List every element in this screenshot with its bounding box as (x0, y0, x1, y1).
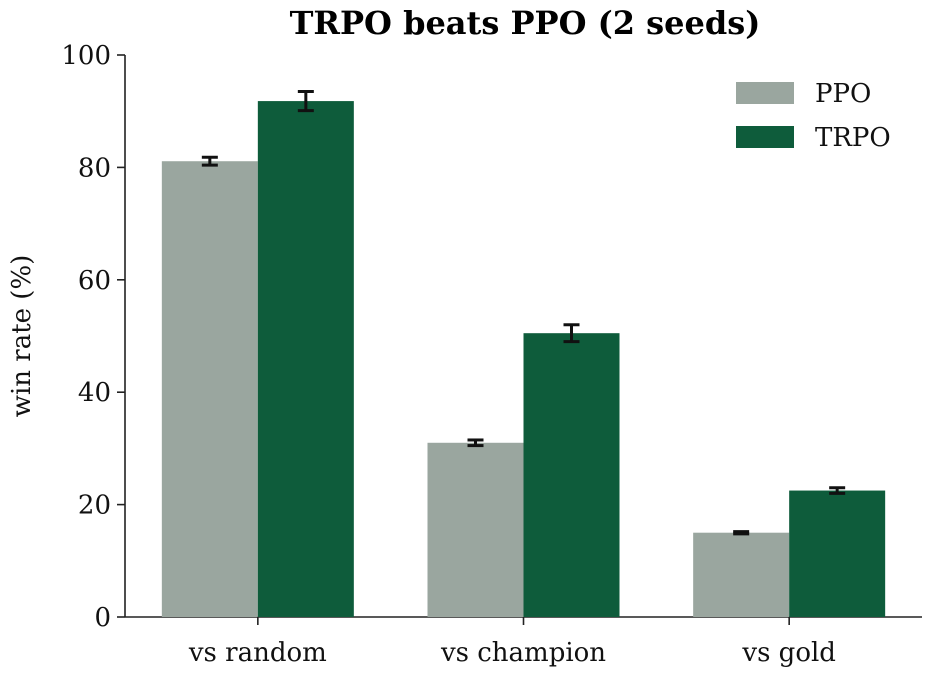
x-tick-label: vs gold (741, 638, 836, 668)
bar-ppo-3 (693, 532, 790, 617)
legend-label-ppo: PPO (815, 79, 871, 109)
x-tick-label: vs random (188, 638, 327, 668)
bar-trpo-3 (789, 490, 886, 617)
y-tick-label: 20 (78, 491, 111, 521)
legend-label-trpo: TRPO (815, 123, 891, 153)
bar-ppo-1 (161, 161, 258, 617)
y-tick-label: 80 (78, 153, 111, 183)
plot-area: 0 20 40 60 80 100 vs random vs champion vs gold (61, 41, 922, 668)
bar-trpo-1 (257, 101, 354, 618)
y-axis-label: win rate (%) (7, 255, 37, 418)
bar-ppo-2 (427, 442, 524, 617)
legend-swatch-trpo (736, 126, 794, 148)
legend-swatch-ppo (736, 82, 794, 104)
y-tick-label: 100 (61, 41, 111, 71)
y-tick-label: 40 (78, 378, 111, 408)
y-tick-label: 60 (78, 266, 111, 296)
y-tick-label: 0 (94, 603, 111, 633)
chart-title: TRPO beats PPO (2 seeds) (290, 4, 761, 42)
legend: PPO TRPO (736, 79, 891, 153)
bar-trpo-2 (523, 333, 620, 617)
x-tick-label: vs champion (440, 638, 606, 668)
